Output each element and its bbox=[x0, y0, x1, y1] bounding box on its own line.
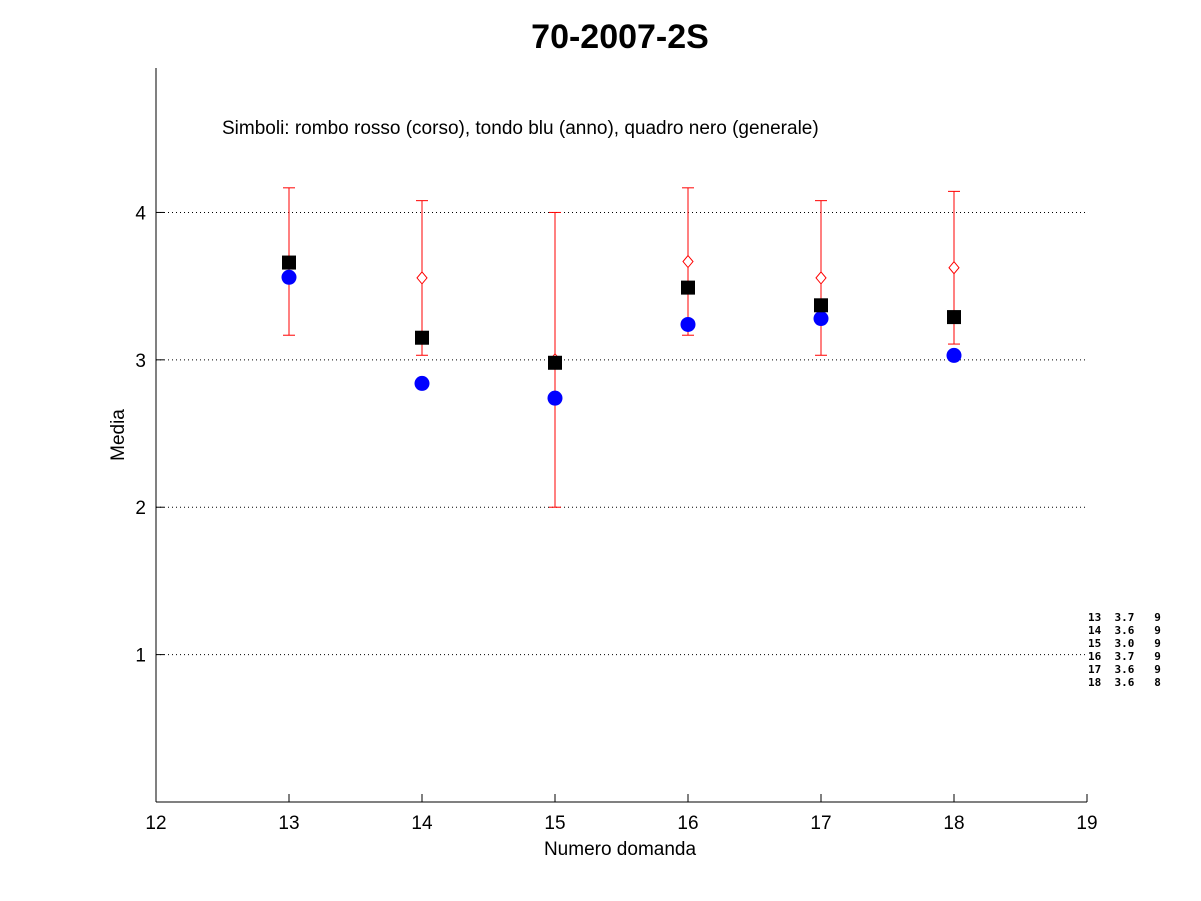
point-corso bbox=[948, 260, 960, 275]
side-table-row: 13 3.7 9 bbox=[1088, 611, 1161, 624]
point-anno bbox=[414, 375, 430, 391]
x-tick-label: 14 bbox=[411, 813, 433, 834]
y-tick-label: 4 bbox=[135, 203, 146, 224]
side-table-row: 17 3.6 9 bbox=[1088, 663, 1161, 676]
point-generale bbox=[681, 280, 695, 295]
x-axis-label: Numero domanda bbox=[544, 839, 697, 860]
point-generale bbox=[814, 298, 828, 313]
x-tick-label: 17 bbox=[810, 813, 831, 834]
point-anno bbox=[547, 390, 563, 406]
y-axis-label: Media bbox=[108, 409, 129, 461]
data-layer bbox=[281, 187, 962, 508]
y-tick-label: 2 bbox=[135, 498, 146, 519]
side-table-row: 16 3.7 9 bbox=[1088, 650, 1161, 663]
side-table: 13 3.7 914 3.6 915 3.0 916 3.7 917 3.6 9… bbox=[1088, 611, 1161, 689]
side-table-row: 18 3.6 8 bbox=[1088, 676, 1161, 689]
point-corso bbox=[416, 271, 428, 285]
point-generale bbox=[947, 310, 961, 325]
point-corso bbox=[815, 271, 827, 285]
point-generale bbox=[415, 330, 429, 345]
point-generale bbox=[548, 355, 562, 370]
x-tick-label: 16 bbox=[677, 813, 698, 834]
x-tick-label: 13 bbox=[278, 813, 299, 834]
side-table-row: 14 3.6 9 bbox=[1088, 624, 1161, 637]
x-tick-label: 18 bbox=[943, 813, 964, 834]
point-anno bbox=[680, 316, 696, 332]
side-table-row: 15 3.0 9 bbox=[1088, 637, 1161, 650]
y-tick-label: 3 bbox=[135, 351, 146, 372]
point-generale bbox=[282, 255, 296, 270]
point-corso bbox=[682, 254, 694, 269]
point-anno bbox=[813, 311, 829, 327]
x-tick-label: 15 bbox=[544, 813, 565, 834]
x-tick-label: 12 bbox=[145, 813, 166, 834]
chart-title: 70-2007-2S bbox=[531, 18, 709, 56]
y-tick-label: 1 bbox=[135, 646, 146, 667]
x-tick-label: 19 bbox=[1076, 813, 1097, 834]
point-anno bbox=[281, 269, 297, 285]
legend-annotation: Simboli: rombo rosso (corso), tondo blu … bbox=[222, 118, 819, 139]
point-anno bbox=[946, 347, 962, 363]
